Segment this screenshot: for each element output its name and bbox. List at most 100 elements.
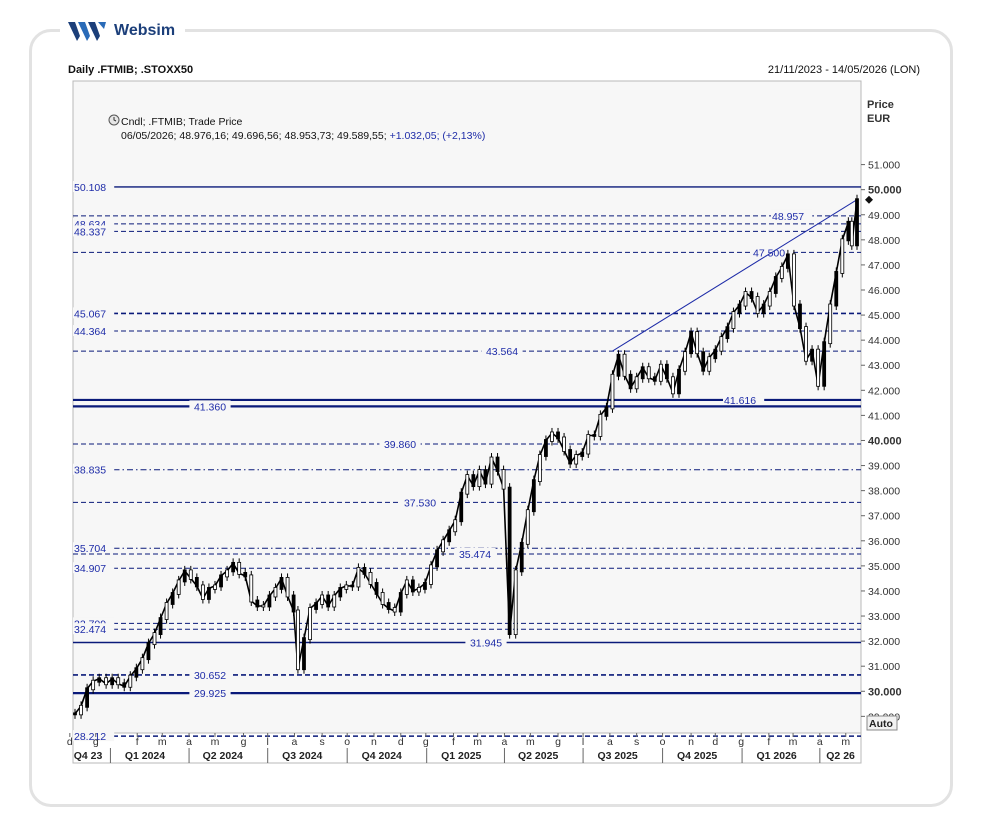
candle-body — [273, 587, 278, 598]
candle-body — [471, 474, 476, 488]
candle-body — [652, 376, 657, 382]
quarter-label: Q3 2024 — [282, 750, 322, 762]
candle-body — [188, 569, 193, 580]
candle-body — [417, 587, 421, 593]
candle-body — [231, 561, 236, 573]
candle-body — [779, 266, 784, 279]
candle-body — [104, 677, 109, 686]
candle-body — [683, 351, 687, 372]
candle-body — [568, 449, 573, 465]
candle-body — [435, 549, 439, 568]
x-tick-label: m — [158, 736, 167, 748]
x-tick-label: g — [423, 736, 429, 748]
level-label-bg — [771, 209, 813, 221]
candle-body — [85, 687, 89, 708]
quarter-label: Q2 2025 — [518, 750, 558, 762]
level-label: 44.364 — [74, 326, 106, 338]
level-label-bg — [189, 687, 231, 699]
quarter-label: Q1 2025 — [441, 750, 481, 762]
y-tick-label: 30.000 — [868, 686, 902, 698]
candle-body — [719, 336, 724, 352]
candle-body — [489, 456, 494, 485]
level-label-bg — [73, 307, 115, 319]
candle-body — [798, 303, 802, 330]
candle-body — [586, 434, 591, 455]
x-tick-label: d — [712, 736, 718, 748]
level-label-bg — [73, 562, 115, 574]
candle-body — [810, 348, 814, 362]
candle-body — [296, 609, 300, 671]
candle-body — [743, 291, 748, 307]
level-label-bg — [73, 542, 115, 554]
level-label: 48.957 — [772, 211, 804, 223]
y-tick-label: 41.000 — [868, 410, 900, 422]
candle-body — [219, 574, 223, 588]
candle-body — [677, 368, 681, 395]
candle-body — [737, 303, 742, 314]
x-tick-label: f — [136, 736, 139, 748]
candle-body — [822, 341, 827, 387]
x-tick-label: m — [841, 736, 850, 748]
candle-body — [731, 311, 736, 330]
quarter-label: Q4 2025 — [677, 750, 717, 762]
candle-body — [755, 296, 760, 314]
websim-logo: Websim — [60, 16, 186, 46]
y-axis-title: Price — [867, 99, 894, 111]
candle-body — [598, 413, 603, 437]
candle-body — [176, 579, 181, 595]
candle-body — [749, 291, 754, 299]
auto-scale-button[interactable]: Auto — [866, 715, 898, 731]
legend: Cndl; .FTMIB; Trade Price 06/05/2026; 48… — [108, 114, 485, 142]
x-tick-label: l — [267, 736, 269, 748]
candle-body — [592, 434, 597, 437]
level-label-bg — [481, 345, 523, 357]
level-label: 35.704 — [74, 543, 106, 555]
level-label: 34.907 — [74, 563, 106, 575]
auto-scale-button-box[interactable] — [866, 715, 898, 731]
candle-body — [308, 607, 312, 641]
candle-body — [386, 602, 391, 610]
candle-body — [849, 220, 854, 247]
candle-body — [671, 376, 675, 395]
candle-body — [140, 657, 145, 671]
y-tick-label: 37.000 — [868, 511, 900, 523]
candle-body — [237, 561, 242, 575]
candle-body — [429, 564, 433, 585]
level-label-bg — [723, 393, 765, 405]
candle-body — [194, 577, 199, 588]
candle-body — [610, 373, 615, 410]
x-tick-label: o — [344, 736, 350, 748]
x-tick-label: a — [607, 736, 613, 748]
quarter-label: Q1 2024 — [125, 750, 165, 762]
level-label-bg — [73, 325, 115, 337]
level-label-bg — [73, 463, 115, 475]
candle-body — [828, 303, 833, 345]
candle-body — [507, 486, 512, 635]
candle-body — [453, 519, 458, 533]
candle-body — [622, 353, 627, 377]
quarter-label: Q2 2024 — [203, 750, 243, 762]
y-tick-label: 32.000 — [868, 636, 900, 648]
x-tick-label: g — [738, 736, 744, 748]
candle-body — [658, 363, 663, 382]
y-tick-label: 33.000 — [868, 611, 900, 623]
date-range: 21/11/2023 - 14/05/2026 (LON) — [767, 64, 920, 76]
quarter-label: Q4 23 — [74, 750, 103, 762]
websim-logo-icon — [68, 22, 106, 41]
candle-body — [170, 592, 175, 605]
candle-body — [362, 566, 367, 575]
candle-body — [580, 451, 585, 457]
candle-body — [501, 469, 506, 490]
level-label: 35.474 — [459, 549, 491, 561]
x-tick-label: g — [555, 736, 561, 748]
y-tick-label: 43.000 — [868, 360, 900, 372]
candle-body — [134, 667, 139, 678]
x-tick-label: d — [398, 736, 404, 748]
y-tick-label: 46.000 — [868, 285, 900, 297]
auto-scale-label[interactable]: Auto — [869, 718, 893, 730]
y-tick-label: 40.000 — [868, 435, 902, 447]
y-tick-label: 51.000 — [868, 160, 900, 172]
candle-body — [110, 677, 115, 686]
candle-body — [279, 577, 284, 590]
